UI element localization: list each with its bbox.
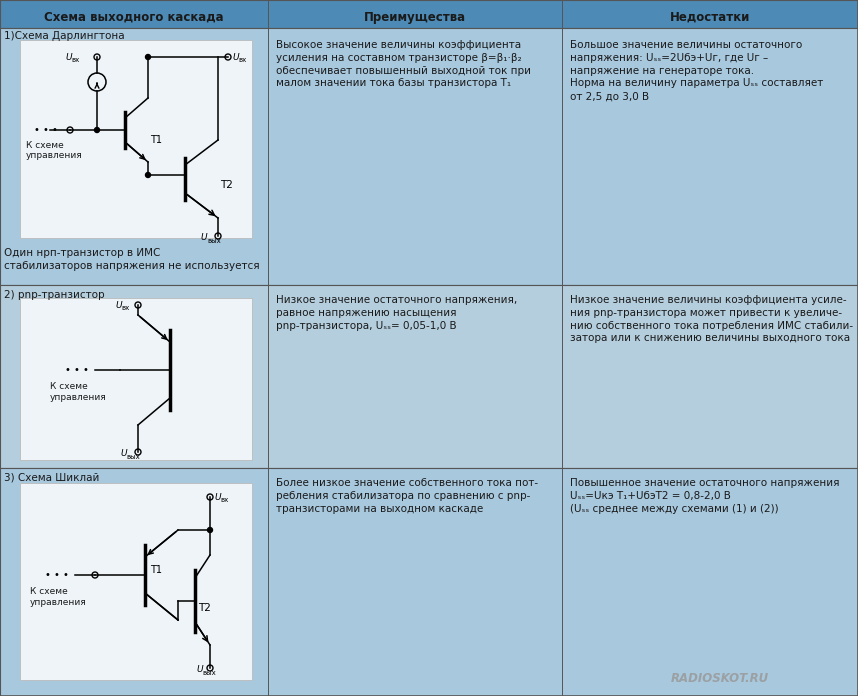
Text: • • •: • • • xyxy=(65,365,89,375)
Circle shape xyxy=(146,173,150,177)
Text: U: U xyxy=(214,493,221,502)
Text: Высокое значение величины коэффициента
усиления на составном транзисторе β=β₁·β₂: Высокое значение величины коэффициента у… xyxy=(276,40,531,88)
Text: Схема выходного каскада: Схема выходного каскада xyxy=(45,10,224,24)
Text: Низкое значение величины коэффициента усиле-
ния рnp-транзистора может привести : Низкое значение величины коэффициента ус… xyxy=(570,295,853,343)
Text: Повышенное значение остаточного напряжения
Uₛₛ=Uкэ T₁+UбэT2 = 0,8-2,0 В
(Uₛₛ сре: Повышенное значение остаточного напряжен… xyxy=(570,478,839,514)
Text: вх: вх xyxy=(71,57,79,63)
Text: вх: вх xyxy=(238,57,246,63)
Text: Один нрп-транзистор в ИМС
стабилизаторов напряжения не используется: Один нрп-транзистор в ИМС стабилизаторов… xyxy=(4,248,260,271)
Text: T1: T1 xyxy=(150,565,162,575)
Text: Низкое значение остаточного напряжения,
равное напряжению насыщения
рnp-транзист: Низкое значение остаточного напряжения, … xyxy=(276,295,517,331)
Text: • • •: • • • xyxy=(45,570,69,580)
Text: Большое значение величины остаточного
напряжения: Uₛₛ=2Uбэ+Uг, где Uг –
напряжен: Большое значение величины остаточного на… xyxy=(570,40,823,101)
Bar xyxy=(20,40,252,238)
Text: U: U xyxy=(65,52,71,61)
Text: 1)Схема Дарлингтона: 1)Схема Дарлингтона xyxy=(4,31,124,41)
Text: • • •: • • • xyxy=(34,125,57,135)
Text: управления: управления xyxy=(50,393,106,402)
Text: U: U xyxy=(120,450,127,459)
Text: вых: вых xyxy=(207,238,221,244)
Text: К схеме: К схеме xyxy=(50,382,88,391)
Bar xyxy=(0,285,858,468)
Bar xyxy=(0,0,858,28)
Text: T1: T1 xyxy=(150,135,162,145)
Text: 3) Схема Шиклай: 3) Схема Шиклай xyxy=(4,473,100,483)
Text: U: U xyxy=(196,665,202,674)
Text: T2: T2 xyxy=(198,603,211,613)
Text: Более низкое значение собственного тока пот-
ребления стабилизатора по сравнению: Более низкое значение собственного тока … xyxy=(276,478,538,514)
Text: вх: вх xyxy=(220,497,228,503)
Text: U: U xyxy=(115,301,122,310)
Text: вых: вых xyxy=(126,454,140,460)
Bar xyxy=(20,483,252,680)
Text: RADIOSKOT.RU: RADIOSKOT.RU xyxy=(671,672,769,684)
Text: Недостатки: Недостатки xyxy=(670,10,750,24)
Text: T2: T2 xyxy=(220,180,233,190)
Bar xyxy=(0,468,858,696)
Text: U: U xyxy=(200,233,207,242)
Text: вых: вых xyxy=(202,670,215,676)
Circle shape xyxy=(208,528,213,532)
Bar xyxy=(20,298,252,460)
Text: управления: управления xyxy=(26,151,82,160)
Text: К схеме: К схеме xyxy=(30,587,68,596)
Bar xyxy=(0,28,858,285)
Text: К схеме: К схеме xyxy=(26,141,63,150)
Circle shape xyxy=(146,54,150,59)
Text: U: U xyxy=(232,52,239,61)
Circle shape xyxy=(94,127,100,132)
Text: Преимущества: Преимущества xyxy=(364,10,466,24)
Text: 2) рnp-транзистор: 2) рnp-транзистор xyxy=(4,290,105,300)
Text: вх: вх xyxy=(121,305,130,311)
Text: управления: управления xyxy=(30,598,87,607)
